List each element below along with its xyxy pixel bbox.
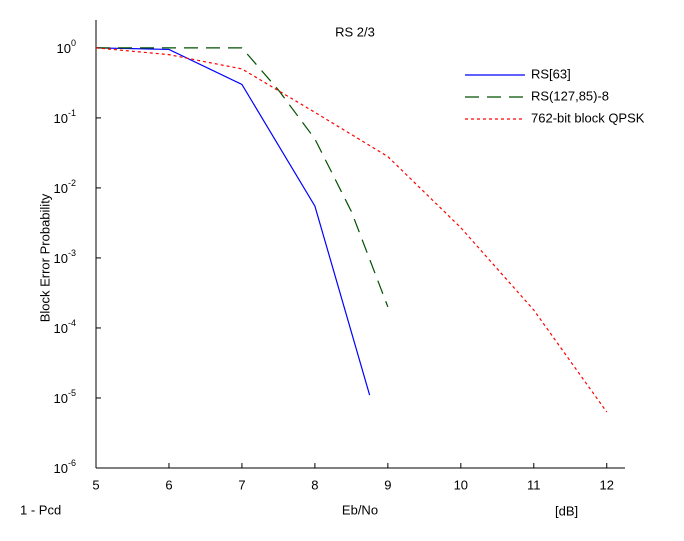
- tick-base: 10: [54, 461, 68, 476]
- tick-base: 10: [54, 251, 68, 266]
- tick-base: 10: [57, 41, 71, 56]
- y-tick-label: 10-1: [54, 108, 76, 126]
- y-tick-label: 10-4: [54, 318, 76, 336]
- y-tick-label: 10-2: [54, 178, 76, 196]
- tick-base: 10: [54, 321, 68, 336]
- x-tick-label: 10: [454, 477, 468, 492]
- tick-exponent: -4: [68, 318, 76, 328]
- y-tick-label: 100: [57, 38, 76, 56]
- y-axis-label: Block Error Probability: [37, 193, 52, 322]
- tick-exponent: -1: [68, 108, 76, 118]
- y-tick-label: 10-3: [54, 248, 76, 266]
- tick-base: 10: [54, 391, 68, 406]
- tick-base: 10: [54, 181, 68, 196]
- tick-exponent: -2: [68, 178, 76, 188]
- annotation: [dB]: [555, 503, 578, 518]
- legend-label: 762-bit block QPSK: [531, 110, 645, 125]
- chart-title: RS 2/3: [335, 24, 375, 39]
- x-tick-label: 8: [311, 477, 318, 492]
- tick-exponent: 0: [71, 38, 76, 48]
- x-tick-label: 5: [92, 477, 99, 492]
- series-line: [95, 47, 608, 413]
- x-tick-label: 7: [238, 477, 245, 492]
- tick-exponent: -5: [68, 388, 76, 398]
- series-line: [95, 47, 371, 396]
- y-tick-label: 10-5: [54, 388, 76, 406]
- legend-label: RS(127,85)-8: [531, 88, 609, 103]
- tick-exponent: -3: [68, 248, 76, 258]
- legend-label: RS[63]: [531, 66, 571, 81]
- tick-exponent: -6: [68, 458, 76, 468]
- annotation: 1 - Pcd: [20, 502, 61, 517]
- x-tick-label: 11: [527, 477, 541, 492]
- x-tick-label: 9: [384, 477, 391, 492]
- y-tick-label: 10-6: [54, 458, 76, 476]
- x-tick-label: 6: [165, 477, 172, 492]
- x-axis-label: Eb/No: [342, 502, 378, 517]
- series-line: [96, 47, 389, 308]
- x-tick-label: 12: [600, 477, 614, 492]
- tick-base: 10: [54, 111, 68, 126]
